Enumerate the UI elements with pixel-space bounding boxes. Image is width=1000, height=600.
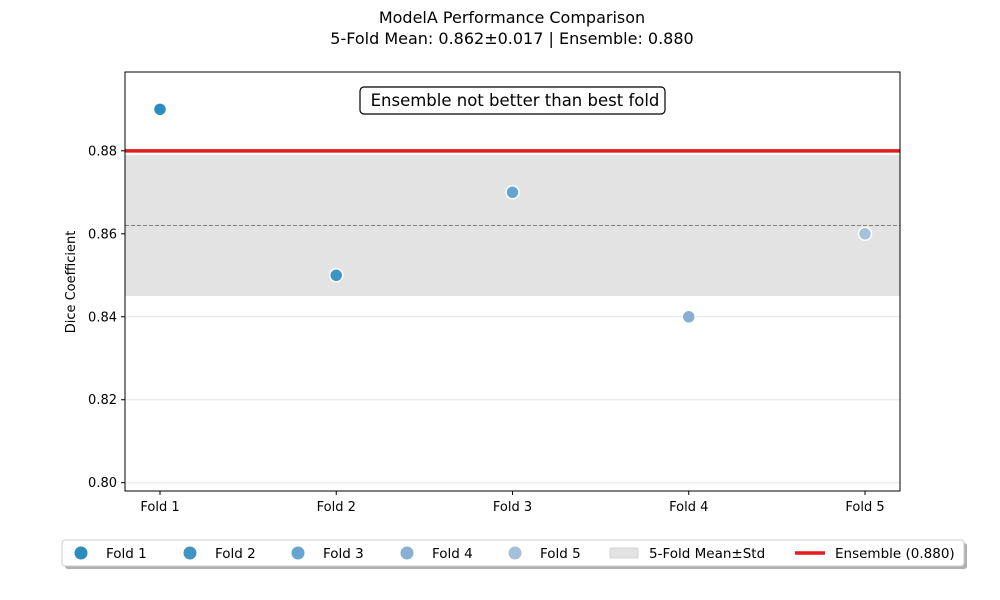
legend-ensemble-label: Ensemble (0.880) (835, 546, 955, 562)
point-fold-3 (505, 185, 520, 200)
legend: Fold 1 Fold 2 Fold 3 Fold 4 Fold 5 5-Fold Mea… (61, 539, 967, 569)
y-tick-label-2: 0.84 (88, 310, 117, 325)
legend-fold-1-label: Fold 1 (106, 546, 147, 562)
y-tick-label-3: 0.86 (88, 227, 117, 242)
legend-fold-3-marker (291, 546, 305, 560)
legend-fold-5-marker (508, 546, 522, 560)
annotation-box: Ensemble not better than best fold (359, 86, 666, 115)
y-axis-label: Dice Coefficient (64, 231, 79, 334)
legend-fold-4-label: Fold 4 (432, 546, 473, 562)
chart-title: ModelA Performance Comparison (379, 8, 645, 27)
y-tick-label-1: 0.82 (88, 393, 117, 408)
legend-fold-5-label: Fold 5 (540, 546, 581, 562)
point-fold-2 (329, 268, 344, 283)
y-tick-label-4: 0.88 (88, 144, 117, 159)
point-fold-1 (152, 102, 168, 117)
annotation-text: Ensemble not better than best fold (371, 91, 660, 110)
legend-mean-band-marker (609, 547, 639, 559)
x-tick-label-2: Fold 3 (493, 500, 532, 515)
x-tick-label-0: Fold 1 (140, 500, 179, 515)
point-fold-4 (681, 309, 696, 325)
x-tick-label-3: Fold 4 (669, 500, 708, 515)
point-fold-5 (857, 226, 873, 242)
x-tick-label-1: Fold 2 (317, 500, 356, 515)
chart-subtitle: 5-Fold Mean: 0.862±0.017 | Ensemble: 0.8… (330, 29, 693, 48)
legend-fold-1-marker (74, 546, 88, 560)
plot-area: 0.80 0.82 0.84 0.86 0.88 Fold 1 Fold 2 Fold 3 Fo… (88, 71, 901, 515)
legend-fold-2-marker (183, 546, 197, 560)
y-tick-label-0: 0.80 (88, 476, 117, 491)
legend-fold-3-label: Fold 3 (323, 546, 364, 562)
x-tick-label-4: Fold 5 (845, 500, 884, 515)
legend-fold-4-marker (400, 546, 414, 560)
annotation-frame (359, 86, 666, 115)
legend-mean-band-label: 5-Fold Mean±Std (649, 546, 765, 562)
legend-fold-2-label: Fold 2 (215, 546, 256, 562)
